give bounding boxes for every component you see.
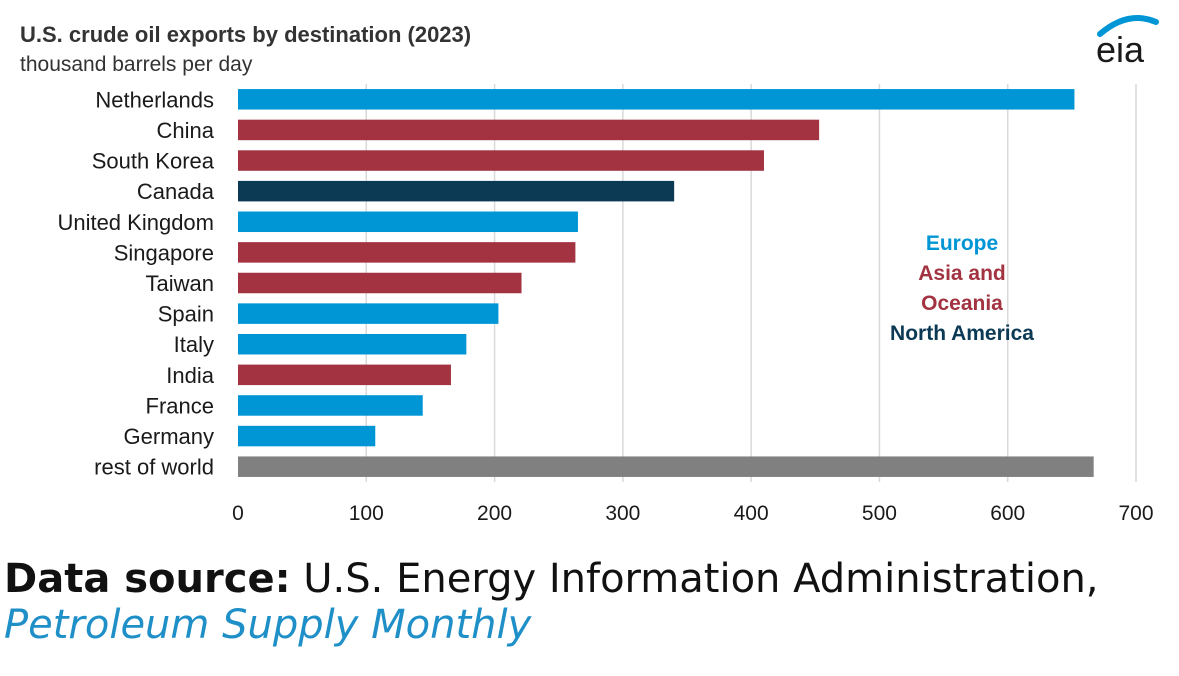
logo-arc-icon <box>1097 15 1159 37</box>
x-tick-label: 600 <box>990 502 1025 525</box>
chart-subtitle: thousand barrels per day <box>20 53 253 76</box>
source-label: Data source: <box>4 556 291 602</box>
category-labels: Netherlands China South Korea Canada United … <box>57 87 214 479</box>
category-label: Germany <box>124 424 214 449</box>
bar <box>238 89 1075 110</box>
x-tick-labels: 0 100 200 300 400 500 600 700 <box>232 502 1153 525</box>
category-label: Singapore <box>114 240 214 265</box>
x-tick-label: 500 <box>862 502 897 525</box>
category-label: France <box>146 393 214 418</box>
x-tick-label: 300 <box>605 502 640 525</box>
x-tick-label: 700 <box>1118 502 1153 525</box>
bar <box>238 119 820 141</box>
legend-entry: Oceania <box>921 292 1003 315</box>
bar <box>238 425 376 447</box>
source-publication: Petroleum Supply Monthly <box>4 602 532 648</box>
chart-title: U.S. crude oil exports by destination (2… <box>20 22 472 47</box>
bar-chart: Netherlands China South Korea Canada United … <box>57 84 1154 525</box>
category-label: Italy <box>174 332 214 357</box>
x-tick-label: 400 <box>734 502 769 525</box>
bars <box>238 89 1094 477</box>
category-label: India <box>166 363 214 388</box>
bar <box>238 456 1094 477</box>
legend-entry: North America <box>890 322 1034 345</box>
category-label: China <box>157 118 215 143</box>
bar <box>238 150 764 171</box>
bar <box>238 211 578 233</box>
bar <box>238 180 675 202</box>
category-label: United Kingdom <box>57 210 214 235</box>
x-tick-label: 200 <box>477 502 512 525</box>
category-label: Canada <box>137 179 215 204</box>
logo-text: eia <box>1096 29 1145 68</box>
bar <box>238 303 499 324</box>
category-label: Spain <box>158 302 214 327</box>
x-tick-label: 0 <box>232 502 244 525</box>
legend-entry: Europe <box>926 232 998 255</box>
bar <box>238 364 451 386</box>
legend: Europe Asia and Oceania North America <box>890 232 1034 345</box>
category-label: Netherlands <box>95 87 214 112</box>
legend-entry: Asia and <box>918 262 1006 285</box>
category-label: South Korea <box>92 149 215 174</box>
category-label: Taiwan <box>146 271 214 296</box>
source-text: U.S. Energy Information Administration, <box>290 556 1099 602</box>
bar <box>238 272 522 294</box>
bar <box>238 242 576 263</box>
data-source: Data source: U.S. Energy Information Adm… <box>4 556 1174 648</box>
bar <box>238 333 467 355</box>
eia-logo: eia <box>1096 15 1159 68</box>
x-tick-label: 100 <box>349 502 384 525</box>
category-label: rest of world <box>94 455 214 480</box>
bar <box>238 395 423 416</box>
